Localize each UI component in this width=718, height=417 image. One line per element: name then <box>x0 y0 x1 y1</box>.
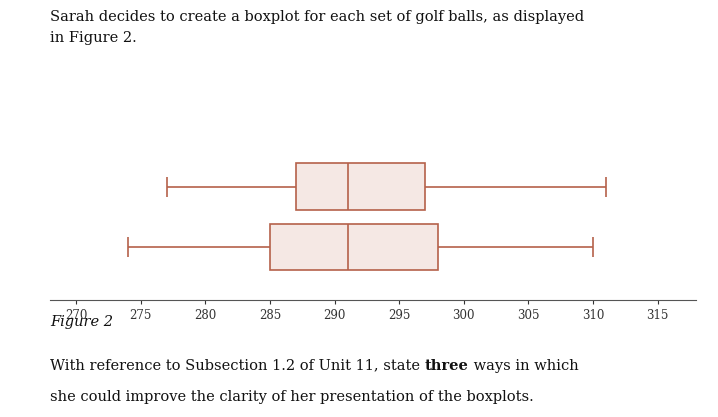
Text: in Figure 2.: in Figure 2. <box>50 31 137 45</box>
Text: Sarah decides to create a boxplot for each set of golf balls, as displayed: Sarah decides to create a boxplot for ea… <box>50 10 584 25</box>
Text: three: three <box>425 359 469 373</box>
Text: With reference to Subsection 1.2 of Unit 11, state: With reference to Subsection 1.2 of Unit… <box>50 359 425 373</box>
Text: she could improve the clarity of her presentation of the boxplots.: she could improve the clarity of her pre… <box>50 390 534 404</box>
Text: Figure 2: Figure 2 <box>50 315 113 329</box>
Text: ways in which: ways in which <box>469 359 579 373</box>
Bar <box>270 224 438 270</box>
Bar <box>296 163 425 210</box>
